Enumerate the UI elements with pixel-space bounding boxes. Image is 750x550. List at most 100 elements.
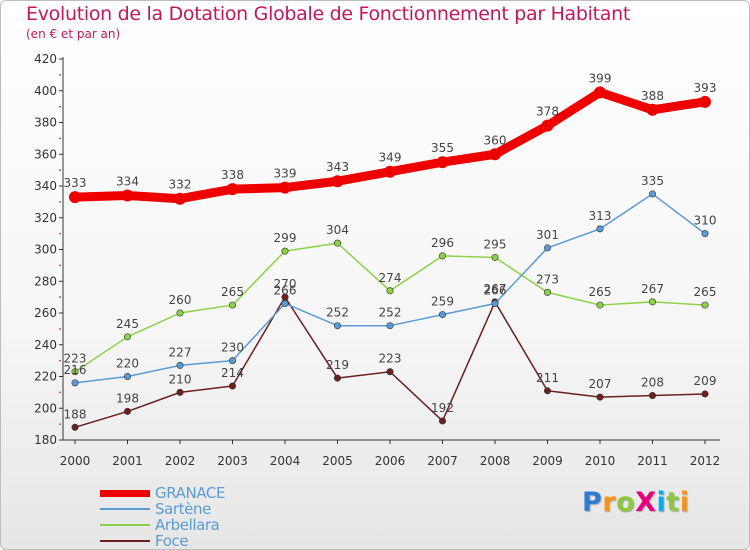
data-label: 192 bbox=[431, 401, 454, 415]
data-point bbox=[281, 247, 289, 255]
data-point bbox=[489, 148, 501, 161]
data-point bbox=[594, 86, 606, 99]
legend-item-granace: GRANACE bbox=[100, 484, 300, 502]
data-point bbox=[331, 175, 344, 188]
data-label: 310 bbox=[694, 214, 717, 228]
y-tick-label: 380 bbox=[34, 116, 57, 130]
data-label: 267 bbox=[484, 282, 507, 296]
data-label: 209 bbox=[694, 374, 717, 388]
data-point bbox=[596, 301, 604, 309]
legend-item-foce: Foce bbox=[100, 532, 300, 550]
data-label: 355 bbox=[431, 141, 454, 155]
x-tick-label: 2008 bbox=[480, 454, 511, 468]
data-point bbox=[438, 417, 446, 425]
data-point bbox=[543, 288, 551, 296]
data-point bbox=[386, 287, 394, 295]
legend-label-granace: GRANACE bbox=[155, 484, 226, 502]
legend-swatch-arbellara bbox=[100, 524, 150, 526]
data-label: 210 bbox=[169, 372, 192, 386]
data-label: 216 bbox=[64, 363, 87, 377]
logo-letter: P bbox=[582, 487, 603, 518]
data-point bbox=[124, 372, 132, 380]
data-label: 393 bbox=[694, 81, 717, 95]
data-label: 266 bbox=[484, 283, 507, 297]
data-label: 304 bbox=[326, 223, 349, 237]
y-tick-label: 300 bbox=[34, 243, 57, 257]
data-label: 335 bbox=[641, 174, 664, 188]
data-label: 259 bbox=[431, 295, 454, 309]
x-tick-label: 2010 bbox=[585, 454, 616, 468]
logo-letter: X bbox=[635, 487, 657, 518]
y-minor-tick bbox=[59, 137, 61, 140]
data-point bbox=[333, 322, 341, 330]
data-label: 188 bbox=[64, 407, 87, 421]
y-tick-label: 320 bbox=[34, 211, 57, 225]
data-point bbox=[543, 244, 551, 252]
data-label: 333 bbox=[64, 176, 87, 190]
data-label: 334 bbox=[116, 175, 139, 189]
data-label: 270 bbox=[274, 277, 297, 291]
legend-label-sartene: Sartène bbox=[155, 500, 211, 518]
y-minor-tick bbox=[59, 105, 61, 108]
data-label: 230 bbox=[221, 341, 244, 355]
data-label: 220 bbox=[116, 357, 139, 371]
data-label: 214 bbox=[221, 366, 244, 380]
y-tick-label: 360 bbox=[34, 147, 57, 161]
data-label: 274 bbox=[379, 271, 402, 285]
y-minor-tick bbox=[59, 296, 61, 299]
data-label: 273 bbox=[536, 272, 559, 286]
data-label: 378 bbox=[536, 105, 559, 119]
data-label: 227 bbox=[169, 345, 192, 359]
data-label: 343 bbox=[326, 160, 349, 174]
logo-letter: r bbox=[602, 487, 617, 518]
data-label: 332 bbox=[169, 178, 192, 192]
data-label: 388 bbox=[641, 89, 664, 103]
data-point bbox=[69, 191, 81, 204]
data-point bbox=[386, 368, 394, 376]
legend-label-foce: Foce bbox=[155, 532, 189, 550]
data-point bbox=[121, 189, 134, 202]
data-point bbox=[648, 392, 656, 400]
data-label: 339 bbox=[274, 167, 297, 181]
y-minor-tick bbox=[59, 327, 61, 330]
data-point bbox=[386, 322, 394, 330]
chart-title: Evolution de la Dotation Globale de Fonc… bbox=[26, 3, 631, 25]
data-point bbox=[384, 165, 396, 178]
y-minor-tick bbox=[59, 232, 61, 235]
y-minor-tick bbox=[59, 169, 61, 172]
y-minor-tick bbox=[59, 359, 61, 362]
x-tick-label: 2006 bbox=[375, 454, 406, 468]
y-tick-label: 220 bbox=[34, 370, 57, 384]
data-point bbox=[701, 301, 709, 309]
data-label: 260 bbox=[169, 293, 192, 307]
y-tick-label: 260 bbox=[34, 306, 57, 320]
data-point bbox=[648, 298, 656, 306]
data-label: 252 bbox=[326, 306, 349, 320]
legend-label-arbellara: Arbellara bbox=[155, 516, 220, 534]
x-tick-label: 2005 bbox=[322, 454, 353, 468]
data-label: 265 bbox=[589, 285, 612, 299]
data-point bbox=[646, 103, 659, 116]
data-point bbox=[491, 299, 499, 307]
data-point bbox=[333, 239, 341, 247]
x-tick-label: 2011 bbox=[637, 454, 668, 468]
x-tick-label: 2004 bbox=[270, 454, 301, 468]
x-tick-label: 2003 bbox=[217, 454, 248, 468]
y-tick-label: 240 bbox=[34, 338, 57, 352]
y-minor-tick bbox=[59, 73, 61, 76]
data-label: 399 bbox=[589, 71, 612, 85]
data-point bbox=[174, 192, 186, 205]
data-point bbox=[436, 156, 449, 169]
data-label: 267 bbox=[641, 282, 664, 296]
x-tick-label: 2002 bbox=[165, 454, 196, 468]
data-label: 313 bbox=[589, 209, 612, 223]
y-minor-tick bbox=[59, 264, 61, 267]
data-label: 265 bbox=[221, 285, 244, 299]
data-point bbox=[281, 299, 289, 307]
legend-swatch-granace bbox=[100, 490, 150, 497]
logo-letter: i bbox=[679, 487, 690, 518]
data-point bbox=[541, 119, 554, 132]
y-tick-label: 280 bbox=[34, 274, 57, 288]
data-label: 296 bbox=[431, 236, 454, 250]
